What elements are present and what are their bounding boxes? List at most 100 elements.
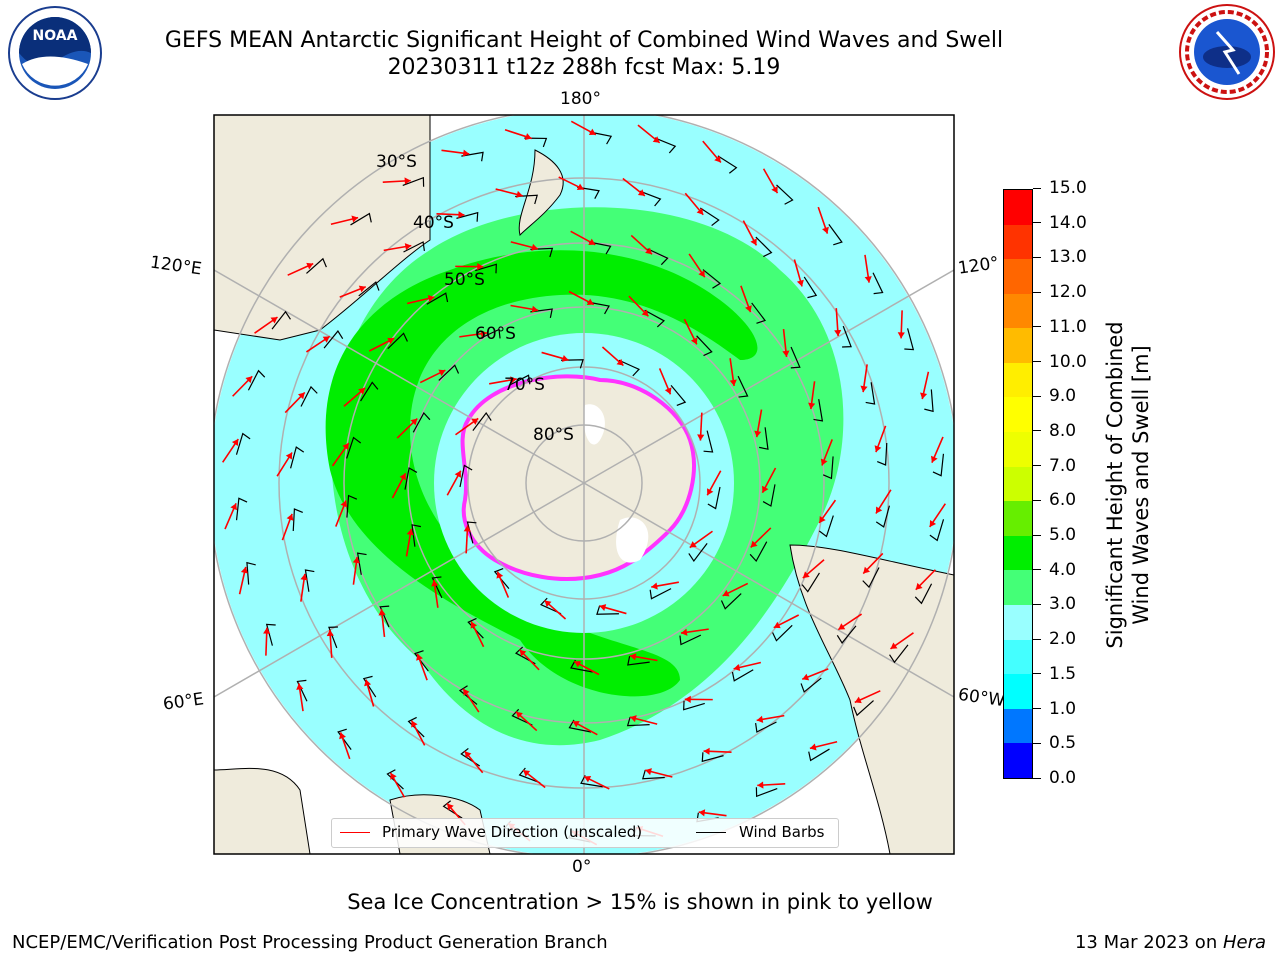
wind-barb	[720, 593, 742, 610]
wind-barb	[323, 330, 344, 349]
wind-barb	[822, 456, 834, 480]
wave-direction-arrowhead	[454, 470, 462, 478]
wave-direction-arrowhead	[697, 434, 705, 441]
wind-barb	[411, 524, 422, 547]
colorbar-tick: 2.0	[1033, 629, 1076, 649]
wave-direction-arrowhead	[326, 629, 334, 637]
colorbar-tick: 4.0	[1033, 560, 1076, 580]
wind-barb	[346, 494, 358, 518]
wind-barb	[296, 679, 308, 702]
wave-direction-arrowhead	[245, 376, 253, 384]
wave-direction-arrowhead	[544, 600, 552, 608]
wind-barb	[626, 716, 650, 727]
wind-barb	[290, 446, 305, 469]
wind-barb-swatch	[696, 832, 726, 833]
wind-barb	[467, 617, 484, 639]
sea-ice-note: Sea Ice Concentration > 15% is shown in …	[347, 890, 933, 914]
wind-barb	[639, 190, 662, 207]
wind-barb	[438, 364, 460, 381]
wind-barb	[762, 484, 776, 507]
wind-barb	[818, 515, 834, 538]
wind-barb	[865, 382, 876, 405]
colorbar-tick: 13.0	[1033, 247, 1087, 267]
colorbar-segment	[1004, 224, 1032, 260]
lon-label-180: 180°	[560, 89, 601, 109]
wave-direction-arrowhead	[703, 747, 710, 755]
wave-direction-arrowhead	[915, 582, 923, 590]
wave-direction-arrowhead	[652, 136, 660, 143]
wave-direction-arrowhead	[519, 649, 527, 657]
wave-direction-arrowhead	[358, 387, 366, 395]
wind-barb	[403, 241, 425, 253]
wind-barb	[235, 497, 248, 521]
colorbar-segment	[1004, 397, 1032, 433]
lon-label-0: 0°	[572, 857, 592, 877]
wind-barb	[456, 211, 479, 222]
wave-direction-arrowhead	[296, 683, 304, 690]
wave-direction-arrowhead	[576, 183, 584, 191]
wind-barb	[842, 325, 852, 348]
wind-barb	[932, 453, 945, 477]
wave-direction-arrowhead	[496, 571, 504, 579]
wave-direction-arrowhead	[471, 418, 479, 425]
wave-direction-arrowhead	[645, 247, 653, 255]
wave-direction-arrowhead	[773, 621, 781, 629]
wind-barb	[683, 700, 705, 711]
colorbar-segment	[1004, 674, 1032, 709]
wave-direction-arrowhead	[230, 503, 238, 511]
wave-direction-arrowhead	[706, 488, 714, 496]
wind-barb	[568, 719, 592, 733]
wind-barb	[426, 292, 449, 305]
wind-barb	[407, 716, 425, 738]
colorbar-segment	[1004, 293, 1032, 329]
wave-direction-arrowhead	[358, 285, 366, 293]
colorbar-segment	[1004, 501, 1032, 536]
map-legend: Primary Wave Direction (unscaled) Wind B…	[331, 818, 839, 848]
svg-text:NOAA: NOAA	[33, 28, 78, 44]
wave-direction-arrowhead	[680, 628, 688, 636]
wave-direction-arrowhead	[510, 376, 517, 384]
nws-logo	[1179, 4, 1275, 100]
wind-barb	[472, 412, 492, 431]
wave-direction-arrowhead	[630, 715, 637, 723]
wind-barb	[328, 626, 338, 649]
colorbar-tick: 1.0	[1033, 699, 1076, 719]
wind-barb	[493, 567, 510, 590]
wind-barb	[577, 186, 600, 199]
wave-direction-arrowhead	[406, 528, 414, 536]
colorbar-tick: 9.0	[1033, 386, 1076, 406]
wind-barb	[751, 302, 767, 324]
wave-direction-arrowhead	[480, 330, 488, 338]
wave-direction-arrowhead	[531, 243, 538, 251]
wave-direction-arrowhead	[431, 579, 439, 587]
wave-direction-arrowhead	[689, 541, 697, 548]
wind-barb	[790, 346, 801, 369]
wave-direction-arrowhead	[820, 458, 828, 466]
wave-direction-arrowhead	[684, 695, 691, 703]
wave-direction-arrowhead	[729, 379, 737, 387]
colorbar-segment	[1004, 708, 1032, 744]
wind-barb	[755, 787, 778, 798]
wave-direction-arrowhead	[463, 525, 471, 532]
wind-barb	[412, 411, 431, 433]
wind-barb	[703, 430, 714, 453]
wind-barb	[828, 224, 843, 246]
wave-direction-arrowhead	[523, 770, 531, 777]
wave-direction-arrowhead	[854, 696, 862, 704]
wave-direction-arrowhead	[524, 133, 532, 141]
wave-direction-arrowhead	[722, 589, 730, 597]
wave-direction-arrowhead	[745, 305, 752, 313]
colorbar-tick: 6.0	[1033, 490, 1076, 510]
wave-direction-arrowhead	[438, 369, 446, 377]
wave-direction-arrowhead	[890, 642, 898, 649]
wind-barb	[707, 486, 721, 510]
wave-direction-arrowhead	[463, 688, 470, 696]
colorbar-label: Significant Height of Combined Wind Wave…	[1102, 321, 1154, 648]
wave-direction-arrows	[222, 120, 946, 846]
wind-barb	[246, 561, 256, 585]
wave-direction-arrowhead	[733, 664, 741, 672]
wave-direction-arrowhead	[698, 270, 705, 278]
wind-barb	[702, 269, 722, 289]
wind-barb	[877, 442, 888, 466]
wind-barb	[271, 310, 291, 330]
